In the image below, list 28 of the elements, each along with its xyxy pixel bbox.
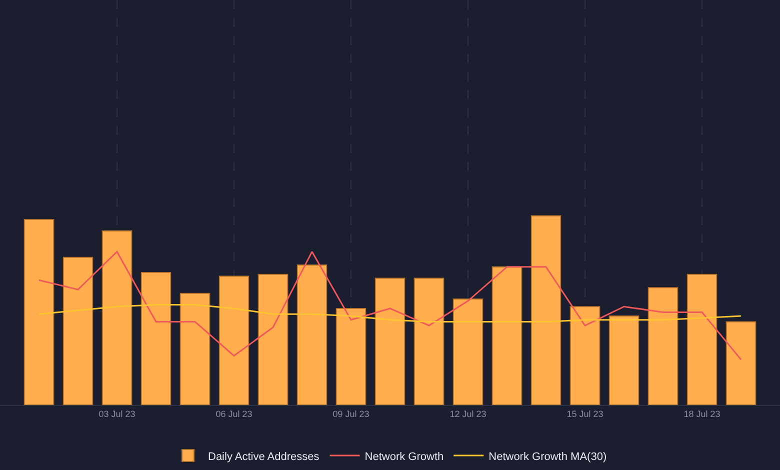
bar bbox=[258, 274, 288, 405]
bar bbox=[140, 272, 172, 405]
bar bbox=[336, 308, 366, 405]
bar bbox=[218, 276, 250, 405]
x-tick-label: 03 Jul 23 bbox=[98, 408, 136, 419]
x-tick-label: 18 Jul 23 bbox=[684, 408, 720, 419]
bar bbox=[570, 306, 600, 405]
legend-label: Network Growth bbox=[364, 450, 444, 463]
x-tick-label: 09 Jul 23 bbox=[332, 408, 370, 419]
x-tick-label: 15 Jul 23 bbox=[566, 408, 604, 419]
bar bbox=[492, 266, 522, 405]
bar bbox=[530, 215, 562, 405]
bar bbox=[686, 274, 718, 405]
bar bbox=[24, 219, 54, 405]
bar bbox=[62, 256, 94, 405]
bar bbox=[180, 292, 210, 405]
bar bbox=[648, 287, 678, 405]
bar bbox=[102, 230, 132, 405]
legend-label: Daily Active Addresses bbox=[208, 450, 320, 463]
x-tick-label: 06 Jul 23 bbox=[216, 408, 252, 419]
legend-label: Network Growth MA(30) bbox=[488, 450, 607, 463]
x-tick-label: 12 Jul 23 bbox=[450, 408, 486, 419]
bar bbox=[608, 316, 640, 405]
bar bbox=[296, 264, 328, 405]
bar bbox=[374, 278, 406, 405]
bar bbox=[452, 298, 484, 405]
bar bbox=[414, 278, 444, 405]
bar bbox=[726, 321, 756, 405]
